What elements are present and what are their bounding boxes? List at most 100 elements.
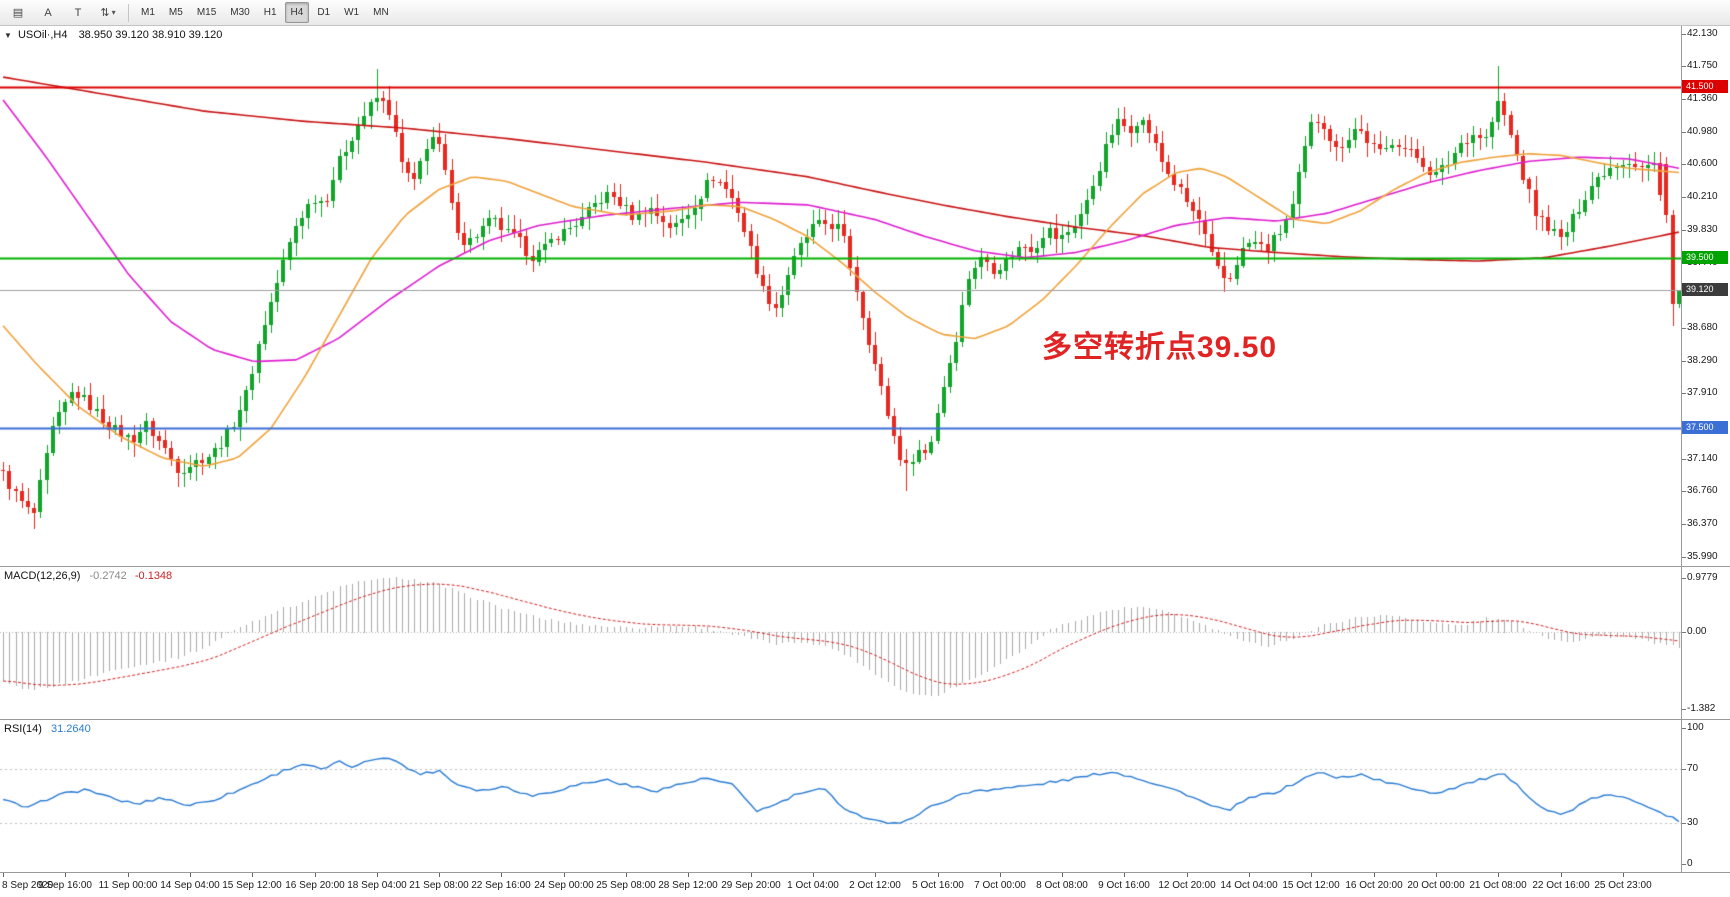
- time-axis-label: 12 Oct 20:00: [1158, 880, 1216, 891]
- timeframe-button-M15[interactable]: M15: [196, 7, 217, 18]
- textbox-tool-icon-glyph: T: [74, 6, 82, 19]
- price-axis-tick: [1682, 491, 1686, 492]
- price-axis-label: 38.680: [1687, 322, 1718, 333]
- time-axis-tick: [1498, 873, 1499, 877]
- price-axis-label: 36.760: [1687, 485, 1718, 496]
- rsi-value: 31.2640: [50, 723, 91, 735]
- timeframe-button-H4[interactable]: H4: [284, 2, 310, 23]
- rsi-axis-tick: [1682, 728, 1686, 729]
- time-axis-tick: [1124, 873, 1125, 877]
- chart-annotation-text: 多空转折点39.50: [1042, 331, 1278, 364]
- time-axis-tick: [1561, 873, 1562, 877]
- macd-value-signal: -0.1348: [134, 570, 173, 582]
- price-axis-tick: [1682, 66, 1686, 67]
- price-axis[interactable]: 42.130 41.750 41.360 40.980 40.600 40.210 39.8…: [1681, 26, 1730, 566]
- dropdown-arrow-icon: ▾: [111, 8, 116, 17]
- time-axis-label: 15 Sep 12:00: [222, 880, 282, 891]
- timeframe-button-W1[interactable]: W1: [344, 7, 360, 18]
- symbol-label: USOil·,H4: [17, 29, 68, 41]
- charts-menu-icon-glyph: ▤: [12, 7, 24, 19]
- price-axis-tick: [1682, 99, 1686, 100]
- price-chart-canvas[interactable]: [0, 26, 1682, 566]
- price-axis-tick: [1682, 132, 1686, 133]
- timeframe-button-M1[interactable]: M1: [141, 7, 155, 18]
- time-axis-tick: [1374, 873, 1375, 877]
- time-axis-label: 7 Oct 00:00: [974, 880, 1026, 891]
- price-axis-label: 40.210: [1687, 191, 1718, 202]
- time-axis-label: 9 Oct 16:00: [1098, 880, 1150, 891]
- time-axis-label: 15 Oct 12:00: [1282, 880, 1340, 891]
- time-axis-label: 20 Oct 00:00: [1407, 880, 1465, 891]
- time-axis-label: 22 Sep 16:00: [471, 880, 531, 891]
- price-axis-tick: [1682, 557, 1686, 558]
- price-panel: ▼ USOil·,H4 38.950 39.120 38.910 39.120 …: [0, 26, 1730, 566]
- timeframe-button-M5[interactable]: M5: [168, 7, 183, 18]
- price-line-badge: 37.500: [1682, 421, 1728, 434]
- timeframe-button-M30[interactable]: M30: [230, 7, 250, 18]
- cycle-timeframes-icon[interactable]: ⇅ ▾: [94, 2, 122, 24]
- price-axis-label: 41.750: [1687, 60, 1718, 71]
- time-axis-tick: [1062, 873, 1063, 877]
- timeframe-button-D1[interactable]: D1: [317, 7, 331, 18]
- time-axis-label: 5 Oct 16:00: [912, 880, 964, 891]
- price-axis-tick: [1682, 328, 1686, 329]
- timeframe-button-H1[interactable]: H1: [263, 7, 277, 18]
- charts-menu-icon[interactable]: ▤: [4, 2, 32, 24]
- time-axis-tick: [501, 873, 502, 877]
- macd-label: MACD(12,26,9): [4, 570, 81, 582]
- price-line-badge: 39.500: [1682, 251, 1728, 264]
- price-axis-label: 35.990: [1687, 551, 1718, 562]
- rsi-canvas[interactable]: [0, 720, 1682, 872]
- rsi-title: RSI(14) 31.2640: [4, 723, 91, 735]
- time-axis-label: 11 Sep 00:00: [98, 880, 158, 891]
- price-line-badge: 39.120: [1682, 283, 1728, 296]
- rsi-axis-label: 100: [1687, 722, 1704, 733]
- time-axis[interactable]: 8 Sep 2020 9 Sep 16:00 11 Sep 00:00 14 Sep …: [0, 872, 1730, 897]
- time-axis-label: 1 Oct 04:00: [787, 880, 839, 891]
- ohlc-values: 38.950 39.120 38.910 39.120: [78, 29, 223, 41]
- time-axis-label: 14 Oct 04:00: [1220, 880, 1278, 891]
- macd-axis[interactable]: 0.9779 0.00 -1.382: [1681, 567, 1730, 719]
- time-axis-tick: [688, 873, 689, 877]
- time-axis-label: 14 Sep 04:00: [160, 880, 220, 891]
- time-axis-label: 21 Oct 08:00: [1469, 880, 1527, 891]
- macd-panel: MACD(12,26,9) -0.2742 -0.1348 0.9779 0.00…: [0, 566, 1730, 719]
- price-axis-label: 39.830: [1687, 224, 1718, 235]
- timeframe-button-MN[interactable]: MN: [373, 7, 389, 18]
- price-axis-label: 37.910: [1687, 387, 1718, 398]
- time-axis-tick: [315, 873, 316, 877]
- time-axis-label: 18 Sep 04:00: [347, 880, 407, 891]
- price-axis-label: 42.130: [1687, 28, 1718, 39]
- collapse-ohlc-icon[interactable]: ▼: [4, 31, 12, 40]
- time-axis-label: 9 Sep 16:00: [38, 880, 92, 891]
- cycle-timeframes-icon-glyph: ⇅: [100, 7, 110, 19]
- rsi-axis-tick: [1682, 823, 1686, 824]
- time-axis-tick: [190, 873, 191, 877]
- macd-canvas[interactable]: [0, 567, 1682, 719]
- rsi-axis[interactable]: 100 70 30 0: [1681, 720, 1730, 872]
- price-axis-tick: [1682, 524, 1686, 525]
- time-axis-label: 21 Sep 08:00: [409, 880, 469, 891]
- time-axis-tick: [938, 873, 939, 877]
- time-axis-label: 28 Sep 12:00: [658, 880, 718, 891]
- rsi-axis-tick: [1682, 864, 1686, 865]
- price-axis-label: 41.360: [1687, 93, 1718, 104]
- time-axis-label: 2 Oct 12:00: [849, 880, 901, 891]
- time-axis-label: 25 Sep 08:00: [596, 880, 656, 891]
- price-axis-label: 40.980: [1687, 126, 1718, 137]
- textbox-tool-icon[interactable]: T: [64, 2, 92, 24]
- time-axis-tick: [1436, 873, 1437, 877]
- time-axis-label: 16 Oct 20:00: [1345, 880, 1403, 891]
- macd-axis-label: 0.00: [1687, 626, 1707, 637]
- price-axis-label: 40.600: [1687, 158, 1718, 169]
- time-axis-tick: [65, 873, 66, 877]
- chart-root: ▼ USOil·,H4 38.950 39.120 38.910 39.120 …: [0, 26, 1730, 897]
- macd-axis-tick: [1682, 578, 1686, 579]
- time-axis-label: 8 Sep 2020: [2, 880, 54, 891]
- macd-value-main: -0.2742: [89, 570, 127, 582]
- time-axis-tick: [813, 873, 814, 877]
- price-axis-tick: [1682, 197, 1686, 198]
- text-tool-icon[interactable]: A: [34, 2, 62, 24]
- price-axis-label: 37.140: [1687, 453, 1718, 464]
- macd-axis-label: -1.382: [1687, 703, 1716, 714]
